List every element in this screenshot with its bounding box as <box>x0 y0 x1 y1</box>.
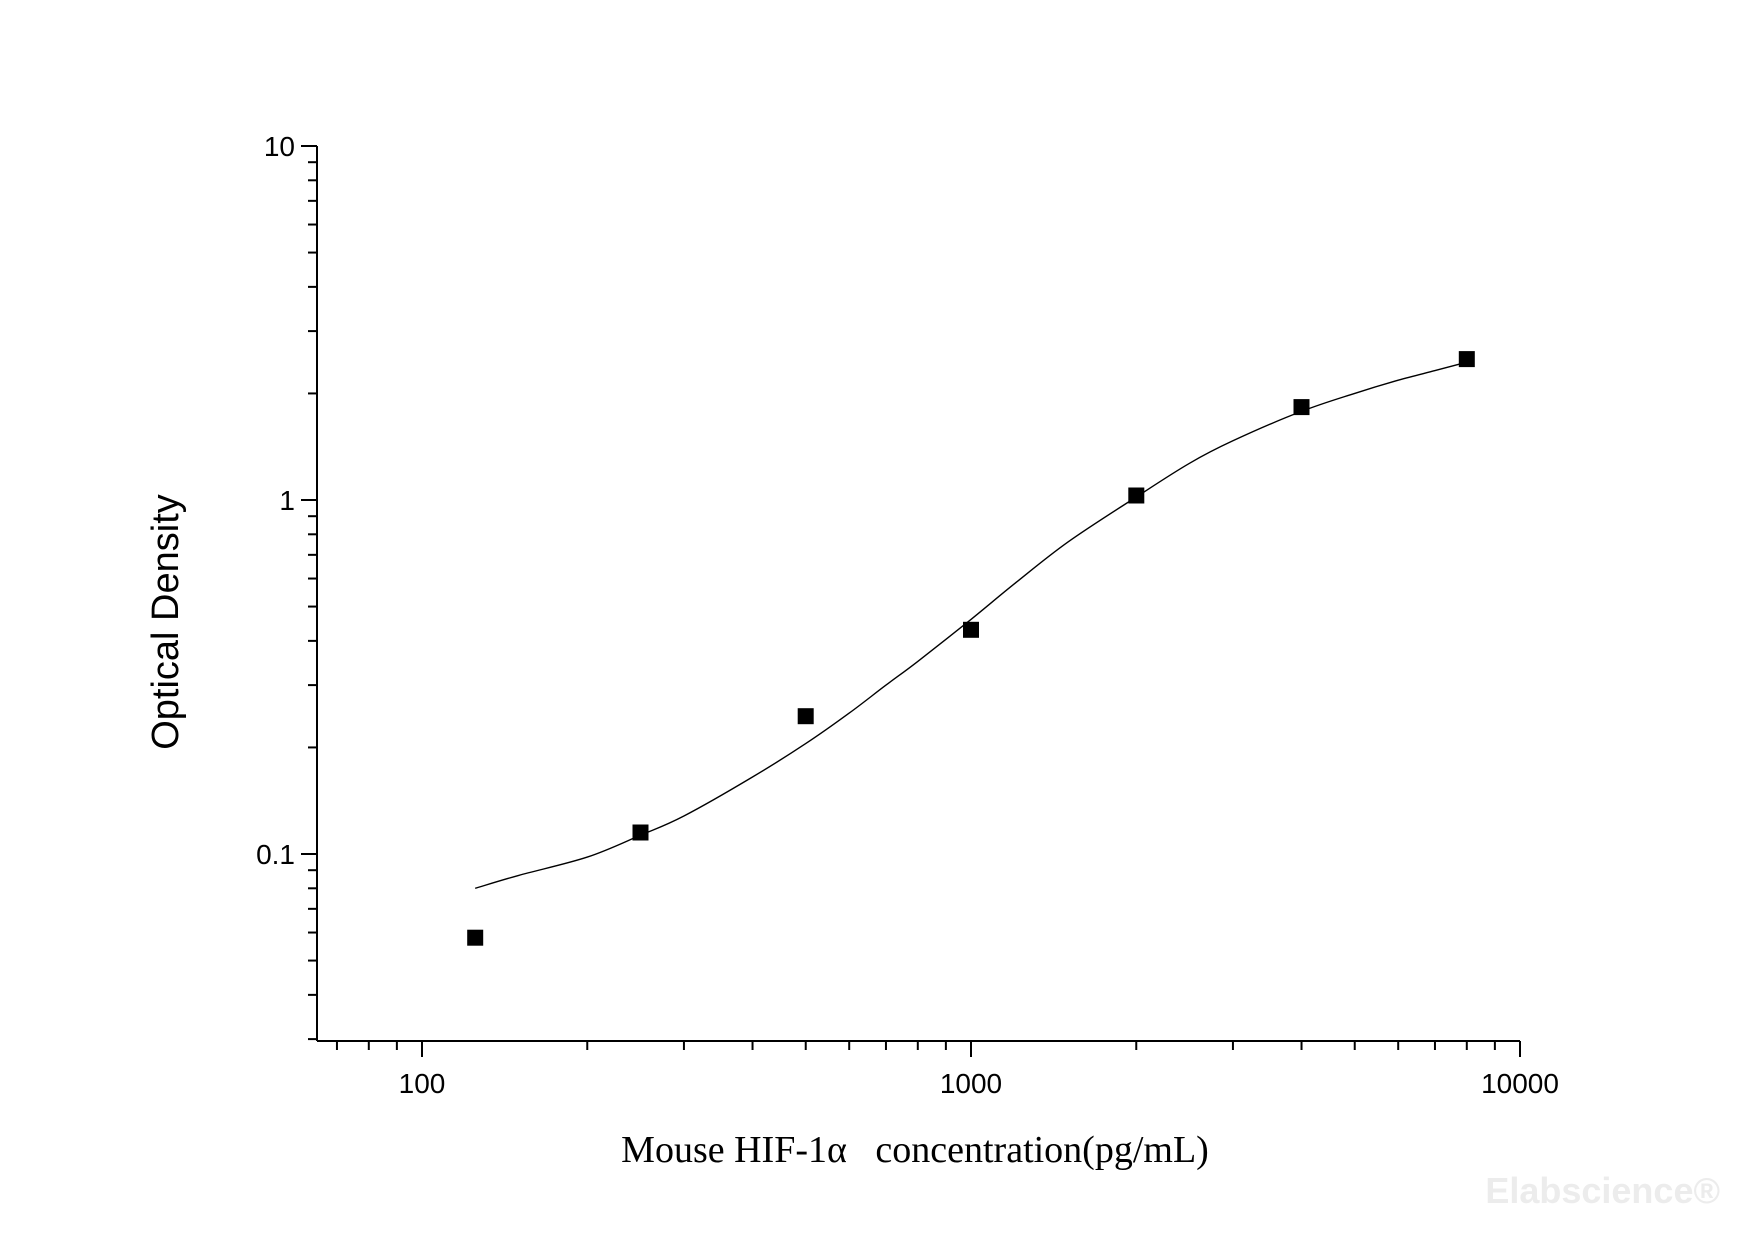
x-axis-title: Mouse HIF-1α concentration(pg/mL) <box>621 1129 1209 1171</box>
data-point <box>1128 487 1145 504</box>
y-axis-tick-labels: 0.1 1 10 <box>256 131 295 870</box>
data-point <box>467 929 484 946</box>
y-axis-title: Optical Density <box>145 494 187 750</box>
x-tick-label: 1000 <box>940 1068 1002 1099</box>
data-point-markers <box>467 351 1475 946</box>
data-point <box>1458 351 1475 368</box>
y-axis-ticks <box>301 145 317 1041</box>
fitted-curve-line <box>475 361 1467 889</box>
x-axis-tick-labels: 100 1000 10000 <box>399 1068 1559 1099</box>
data-point <box>797 708 814 725</box>
data-point <box>1293 399 1310 416</box>
y-tick-label: 1 <box>279 485 295 516</box>
axes: 0.1 1 10 100 1000 10000 <box>256 131 1559 1099</box>
brand-watermark: Elabscience® <box>1485 1170 1720 1211</box>
y-tick-label: 0.1 <box>256 839 295 870</box>
x-tick-label: 100 <box>399 1068 446 1099</box>
y-tick-label: 10 <box>264 131 295 162</box>
data-point <box>963 621 979 638</box>
x-tick-label: 10000 <box>1481 1068 1559 1099</box>
data-point <box>632 824 649 841</box>
x-axis-ticks <box>335 1041 1521 1057</box>
